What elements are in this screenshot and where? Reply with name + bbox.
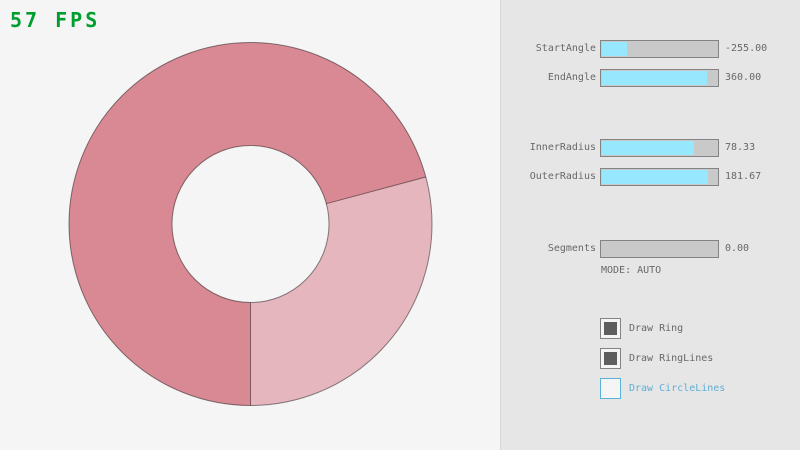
end-angle-value: 360.00: [725, 72, 762, 83]
checkbox-row-draw-circlelines: Draw CircleLines: [501, 378, 800, 399]
slider-row-outer-radius: OuterRadius 181.67: [501, 168, 800, 186]
end-angle-slider[interactable]: [600, 69, 719, 87]
outer-radius-label: OuterRadius: [529, 171, 596, 182]
inner-radius-label: InnerRadius: [529, 142, 596, 153]
start-angle-label: StartAngle: [535, 43, 596, 54]
checkbox-check-icon: [604, 322, 617, 335]
draw-circlelines-checkbox[interactable]: [600, 378, 621, 399]
start-angle-slider-fill: [602, 42, 628, 56]
inner-radius-value: 78.33: [725, 142, 756, 153]
slider-row-end-angle: EndAngle 360.00: [501, 69, 800, 87]
segments-label: Segments: [547, 243, 596, 254]
end-angle-label: EndAngle: [547, 72, 596, 83]
draw-ringlines-label: Draw RingLines: [629, 353, 714, 364]
ring-canvas: [68, 42, 433, 406]
end-angle-slider-fill: [602, 71, 708, 85]
outer-radius-slider[interactable]: [600, 168, 719, 186]
checkbox-row-draw-ringlines: Draw RingLines: [501, 348, 800, 369]
start-angle-value: -255.00: [725, 43, 768, 54]
segments-slider[interactable]: [600, 240, 719, 258]
slider-row-inner-radius: InnerRadius 78.33: [501, 139, 800, 157]
fps-counter: 57 FPS: [10, 8, 101, 32]
outer-radius-slider-fill: [602, 170, 709, 184]
checkbox-check-icon: [604, 352, 617, 365]
inner-radius-slider[interactable]: [600, 139, 719, 157]
slider-row-segments: Segments 0.00: [501, 240, 800, 258]
draw-ring-label: Draw Ring: [629, 323, 684, 334]
draw-circlelines-label: Draw CircleLines: [629, 383, 726, 394]
segments-value: 0.00: [725, 243, 750, 254]
inner-radius-slider-fill: [602, 141, 694, 155]
control-panel: StartAngle -255.00 EndAngle 360.00 Inner…: [500, 0, 800, 450]
draw-ringlines-checkbox[interactable]: [600, 348, 621, 369]
draw-ring-checkbox[interactable]: [600, 318, 621, 339]
slider-row-start-angle: StartAngle -255.00: [501, 40, 800, 58]
outer-radius-value: 181.67: [725, 171, 762, 182]
checkbox-row-draw-ring: Draw Ring: [501, 318, 800, 339]
segments-mode-label: MODE: AUTO: [601, 265, 662, 276]
start-angle-slider[interactable]: [600, 40, 719, 58]
